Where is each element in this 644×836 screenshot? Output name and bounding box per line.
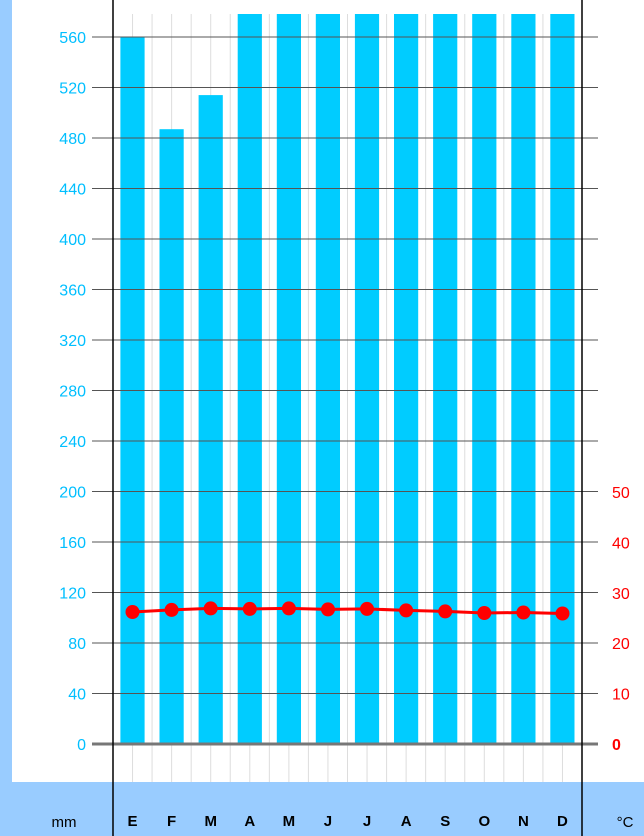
axes xyxy=(92,0,598,836)
month-label: E xyxy=(128,813,138,830)
month-label: J xyxy=(324,813,332,830)
right-axis-ticks: 0 10 20 30 40 50 xyxy=(612,485,630,754)
bar-7 xyxy=(394,14,419,744)
bar-8 xyxy=(433,14,458,744)
temperature-point-3 xyxy=(242,601,257,616)
left-tick-label: 0 xyxy=(77,737,86,754)
left-axis-unit: mm xyxy=(52,814,77,831)
month-label: M xyxy=(283,813,296,830)
left-axis-ticks: 0 40 80 120 160 200 240 280 320 360 400 440 480 520 56… xyxy=(59,30,86,754)
month-label: O xyxy=(478,813,490,830)
left-tick-label: 40 xyxy=(68,687,86,704)
right-tick-label: 50 xyxy=(612,485,630,502)
month-label: J xyxy=(363,813,371,830)
month-label: S xyxy=(440,813,450,830)
bottom-band xyxy=(0,782,644,836)
month-label: N xyxy=(518,813,529,830)
left-tick-label: 320 xyxy=(59,333,86,350)
left-tick-label: 520 xyxy=(59,81,86,98)
temperature-point-9 xyxy=(477,606,492,620)
right-axis-unit: °C xyxy=(617,814,634,831)
temperature-point-7 xyxy=(399,603,414,618)
bar-1 xyxy=(159,129,184,744)
left-tick-label: 160 xyxy=(59,535,86,552)
right-tick-label: 20 xyxy=(612,636,630,653)
left-border xyxy=(0,0,12,836)
temperature-point-4 xyxy=(281,601,296,616)
month-label: A xyxy=(244,813,255,830)
right-tick-label: 40 xyxy=(612,535,630,552)
month-label: F xyxy=(167,813,176,830)
bar-9 xyxy=(472,14,497,744)
left-tick-label: 280 xyxy=(59,384,86,401)
bar-10 xyxy=(511,14,536,744)
bar-2 xyxy=(198,95,223,745)
temperature-point-6 xyxy=(360,601,374,616)
left-tick-label: 440 xyxy=(59,182,86,199)
bar-5 xyxy=(315,14,340,744)
temperature-point-10 xyxy=(516,605,531,620)
bar-11 xyxy=(550,14,575,744)
left-tick-label: 560 xyxy=(59,30,86,47)
temperature-point-2 xyxy=(203,601,218,616)
month-label: D xyxy=(557,813,568,830)
left-tick-label: 120 xyxy=(59,586,86,603)
left-tick-label: 360 xyxy=(59,283,86,300)
temperature-point-8 xyxy=(438,604,453,619)
left-tick-label: 480 xyxy=(59,131,86,148)
temperature-line xyxy=(125,601,570,621)
temperature-point-5 xyxy=(321,602,335,617)
month-label: M xyxy=(204,813,217,830)
bar-6 xyxy=(354,14,380,744)
temperature-point-1 xyxy=(164,602,179,617)
right-tick-label: 30 xyxy=(612,586,630,603)
right-tick-label: 0 xyxy=(612,737,621,754)
month-label: A xyxy=(401,813,412,830)
bar-3 xyxy=(237,14,262,744)
temperature-point-11 xyxy=(555,606,570,621)
left-tick-label: 200 xyxy=(59,485,86,502)
left-tick-label: 80 xyxy=(68,636,86,653)
left-tick-label: 400 xyxy=(59,232,86,249)
temperature-point-0 xyxy=(125,605,140,619)
bar-4 xyxy=(276,14,301,744)
left-tick-label: 240 xyxy=(59,434,86,451)
right-tick-label: 10 xyxy=(612,687,630,704)
